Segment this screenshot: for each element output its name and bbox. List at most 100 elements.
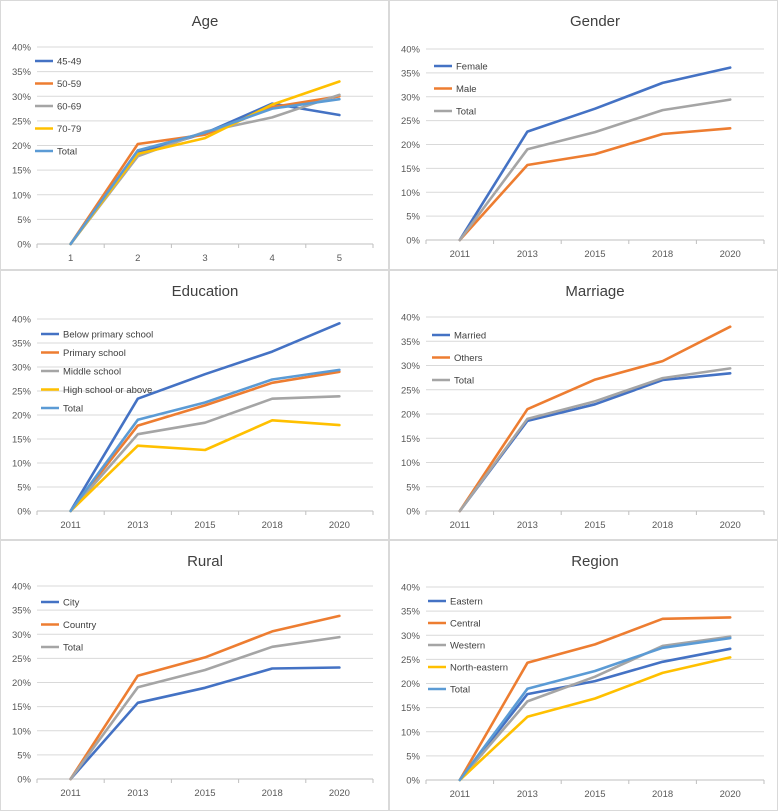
x-tick-label: 1 bbox=[68, 253, 73, 264]
chart-svg: Age 0% 5% 10% 15% 20% 25% 30% 35% 40% 1 2 3 4 5 45-49 50… bbox=[12, 13, 374, 264]
x-tick-label: 2011 bbox=[60, 788, 80, 799]
series-line-married bbox=[458, 372, 732, 513]
legend-label: Male bbox=[456, 84, 477, 95]
x-tick-label: 2018 bbox=[652, 249, 673, 260]
y-tick-label: 40% bbox=[401, 45, 421, 56]
y-tick-label: 25% bbox=[12, 116, 32, 127]
x-tick-label: 2018 bbox=[652, 520, 673, 531]
series-line-below-primary-school bbox=[69, 321, 341, 513]
y-tick-label: 20% bbox=[401, 410, 421, 421]
legend-item-city: City bbox=[41, 598, 80, 609]
series-line-country bbox=[69, 614, 341, 781]
x-tick-label: 2020 bbox=[720, 520, 741, 531]
y-tick-label: 5% bbox=[406, 482, 420, 493]
x-tick-label: 2013 bbox=[517, 249, 538, 260]
legend-item-central: Central bbox=[428, 619, 481, 630]
x-tick-label: 2020 bbox=[329, 520, 350, 531]
y-tick-label: 30% bbox=[401, 631, 421, 642]
legend-label: 60-69 bbox=[57, 102, 81, 113]
legend-label: North-eastern bbox=[450, 663, 508, 674]
legend-item-north-eastern: North-eastern bbox=[428, 663, 508, 674]
x-tick-label: 2020 bbox=[720, 789, 741, 800]
legend-item-others: Others bbox=[432, 353, 483, 364]
chart-svg: Rural 0% 5% 10% 15% 20% 25% 30% 35% 40% 2011 2013 20… bbox=[12, 553, 374, 799]
x-tick-label: 3 bbox=[202, 253, 207, 264]
x-tick-label: 2013 bbox=[517, 789, 538, 800]
y-tick-label: 35% bbox=[12, 606, 32, 617]
legend-item-60-69: 60-69 bbox=[35, 102, 81, 113]
x-tick-label: 2013 bbox=[127, 520, 148, 531]
y-tick-label: 10% bbox=[401, 727, 421, 738]
legend-item-50-59: 50-59 bbox=[35, 79, 81, 90]
legend-item-total: Total bbox=[41, 404, 83, 415]
series-line-total bbox=[458, 636, 732, 782]
x-tick-label: 2011 bbox=[450, 520, 470, 531]
series-line-total bbox=[69, 368, 341, 513]
y-tick-label: 25% bbox=[401, 655, 421, 666]
chart-svg: Gender 0% 5% 10% 15% 20% 25% 30% 35% 40% 2011 2013 2… bbox=[401, 13, 765, 260]
series-line-50-59 bbox=[69, 95, 341, 246]
y-tick-label: 30% bbox=[12, 630, 32, 641]
x-tick-label: 2013 bbox=[127, 788, 148, 799]
x-tick-label: 4 bbox=[270, 253, 275, 264]
x-tick-label: 2015 bbox=[584, 249, 605, 260]
y-tick-label: 25% bbox=[12, 387, 32, 398]
legend-item-70-79: 70-79 bbox=[35, 124, 81, 135]
y-tick-label: 5% bbox=[406, 212, 420, 223]
x-tick-label: 2015 bbox=[194, 788, 215, 799]
y-tick-label: 35% bbox=[401, 68, 421, 79]
chart-panel-rural: Rural 0% 5% 10% 15% 20% 25% 30% 35% 40% 2011 2013 20… bbox=[0, 540, 389, 811]
y-tick-label: 30% bbox=[12, 363, 32, 374]
legend-item-primary-school: Primary school bbox=[41, 348, 126, 359]
legend-item-total: Total bbox=[35, 147, 77, 158]
y-tick-label: 10% bbox=[401, 458, 421, 469]
y-tick-label: 20% bbox=[401, 140, 421, 151]
series-line-central bbox=[458, 616, 732, 782]
y-tick-label: 35% bbox=[401, 337, 421, 348]
legend-label: Total bbox=[450, 685, 470, 696]
legend-label: 50-59 bbox=[57, 79, 81, 90]
y-tick-label: 40% bbox=[12, 315, 32, 326]
series-line-female bbox=[458, 66, 732, 242]
legend-label: 70-79 bbox=[57, 124, 81, 135]
x-tick-label: 2018 bbox=[262, 520, 283, 531]
chart-panel-age: Age 0% 5% 10% 15% 20% 25% 30% 35% 40% 1 2 3 4 5 45-49 50… bbox=[0, 0, 389, 270]
legend-item-married: Married bbox=[432, 331, 486, 342]
legend-label: Others bbox=[454, 353, 483, 364]
y-tick-label: 35% bbox=[12, 67, 32, 78]
legend-label: Primary school bbox=[63, 348, 126, 359]
y-tick-label: 15% bbox=[401, 434, 421, 445]
series-line-total bbox=[458, 367, 732, 513]
chart-svg: Education 0% 5% 10% 15% 20% 25% 30% 35% 40% 2011 20… bbox=[12, 283, 374, 531]
y-tick-label: 10% bbox=[12, 726, 32, 737]
y-tick-label: 0% bbox=[17, 775, 31, 786]
legend-label: Central bbox=[450, 619, 481, 630]
series-line-north-eastern bbox=[458, 656, 732, 782]
legend-item-middle-school: Middle school bbox=[41, 367, 121, 378]
y-tick-label: 0% bbox=[406, 776, 420, 787]
y-tick-label: 30% bbox=[12, 92, 32, 103]
x-tick-label: 2011 bbox=[60, 520, 80, 531]
series-line-western bbox=[458, 635, 732, 782]
series-line-60-69 bbox=[69, 93, 341, 246]
x-tick-label: 2011 bbox=[450, 249, 470, 260]
chart-panel-marriage: Marriage 0% 5% 10% 15% 20% 25% 30% 35% 40% 2011 201… bbox=[389, 270, 778, 540]
legend-item-country: Country bbox=[41, 620, 97, 631]
series-line-eastern bbox=[458, 647, 732, 782]
legend-label: Below primary school bbox=[63, 330, 153, 341]
legend-label: Married bbox=[454, 331, 486, 342]
legend-label: Western bbox=[450, 641, 485, 652]
legend-label: Total bbox=[454, 376, 474, 387]
y-tick-label: 5% bbox=[17, 215, 31, 226]
y-tick-label: 5% bbox=[17, 750, 31, 761]
legend-label: City bbox=[63, 598, 80, 609]
legend-item-total: Total bbox=[428, 685, 470, 696]
series-line-middle-school bbox=[69, 395, 341, 513]
y-tick-label: 30% bbox=[401, 361, 421, 372]
y-tick-label: 25% bbox=[12, 654, 32, 665]
legend-label: 45-49 bbox=[57, 57, 81, 68]
legend-label: Middle school bbox=[63, 367, 121, 378]
y-tick-label: 25% bbox=[401, 116, 421, 127]
legend-item-female: Female bbox=[434, 62, 488, 73]
chart-title: Age bbox=[192, 13, 219, 30]
